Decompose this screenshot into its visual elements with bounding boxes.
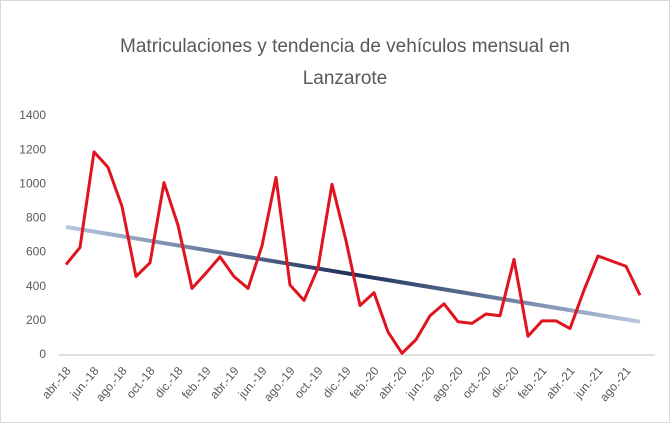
y-tick-label: 800 xyxy=(26,211,46,225)
y-tick-label: 600 xyxy=(26,245,46,259)
y-tick-label: 1400 xyxy=(19,108,46,122)
y-tick-label: 400 xyxy=(26,279,46,293)
chart-title: Matriculaciones y tendencia de vehículos… xyxy=(120,36,570,57)
y-tick-label: 1200 xyxy=(19,142,46,156)
y-tick-label: 200 xyxy=(26,313,46,327)
y-tick-label: 0 xyxy=(39,347,46,361)
data-line xyxy=(64,150,642,355)
chart-title: Lanzarote xyxy=(303,68,388,89)
y-tick-label: 1000 xyxy=(19,176,46,190)
